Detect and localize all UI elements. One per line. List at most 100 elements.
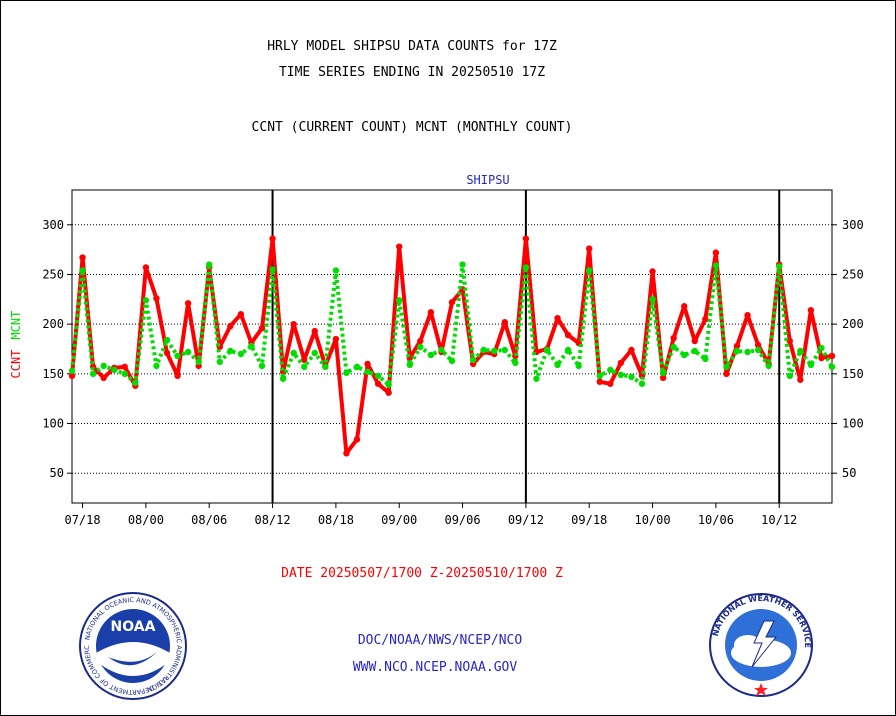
- data-point-ccnt: [596, 378, 603, 385]
- data-point-mcnt: [364, 368, 371, 376]
- data-point-ccnt: [332, 335, 340, 343]
- date-range: DATE 20250507/1700 Z-20250510/1700 Z: [281, 566, 563, 581]
- data-point-ccnt: [163, 349, 171, 357]
- data-point-mcnt: [248, 342, 255, 350]
- x-tick-label: 08/06: [191, 513, 227, 527]
- page-title-line2: TIME SERIES ENDING IN 20250510 17Z: [278, 65, 546, 80]
- data-point-ccnt: [184, 300, 192, 307]
- data-point-mcnt: [828, 363, 836, 371]
- data-point-mcnt: [765, 362, 772, 370]
- data-point-mcnt: [522, 264, 530, 271]
- data-point-mcnt: [438, 346, 445, 354]
- data-point-ccnt: [681, 303, 688, 310]
- data-point-ccnt: [142, 264, 150, 271]
- data-point-mcnt: [227, 347, 234, 355]
- data-point-mcnt: [586, 267, 593, 274]
- data-point-mcnt: [480, 346, 487, 354]
- data-point-ccnt: [818, 354, 825, 362]
- data-point-mcnt: [132, 379, 139, 386]
- y-tick-label-right: 100: [842, 417, 864, 431]
- data-point-ccnt: [659, 374, 667, 381]
- data-point-mcnt: [184, 348, 192, 356]
- data-point-ccnt: [374, 380, 382, 387]
- data-point-ccnt: [628, 346, 635, 354]
- data-point-mcnt: [733, 347, 741, 355]
- nws-logo: NATIONAL WEATHER SERVICE: [709, 593, 813, 697]
- y-tick-label-left: 150: [42, 367, 64, 381]
- data-point-mcnt: [258, 362, 266, 370]
- data-point-mcnt: [469, 356, 477, 364]
- chart-title: SHIPSU: [466, 173, 509, 187]
- data-point-ccnt: [396, 243, 403, 250]
- data-point-mcnt: [237, 350, 245, 358]
- data-point-ccnt: [617, 359, 625, 367]
- data-point-mcnt: [427, 351, 435, 359]
- data-point-mcnt: [512, 359, 519, 367]
- data-point-ccnt: [311, 327, 318, 335]
- data-point-ccnt: [417, 337, 424, 345]
- data-point-mcnt: [100, 362, 107, 370]
- data-point-ccnt: [79, 254, 86, 261]
- data-point-mcnt: [554, 361, 561, 369]
- data-point-mcnt: [659, 369, 667, 377]
- data-point-mcnt: [279, 375, 287, 382]
- data-point-mcnt: [617, 371, 625, 379]
- data-point-ccnt: [427, 309, 435, 316]
- y-tick-label-right: 200: [842, 317, 864, 331]
- data-point-ccnt: [448, 299, 456, 306]
- data-point-ccnt: [828, 352, 836, 360]
- data-point-mcnt: [744, 348, 751, 356]
- doc-noaa-link[interactable]: DOC/NOAA/NWS/NCEP/NCO: [357, 633, 523, 648]
- data-point-ccnt: [364, 360, 371, 368]
- data-point-mcnt: [89, 370, 97, 378]
- data-point-mcnt: [628, 373, 635, 381]
- data-point-mcnt: [417, 343, 424, 351]
- data-point-mcnt: [596, 372, 603, 380]
- data-point-mcnt: [723, 363, 730, 371]
- data-point-mcnt: [702, 355, 709, 363]
- data-point-mcnt: [332, 267, 340, 274]
- data-point-mcnt: [459, 261, 466, 268]
- data-point-mcnt: [448, 357, 456, 365]
- x-tick-label: 08/18: [318, 513, 354, 527]
- data-point-mcnt: [153, 362, 160, 370]
- y-tick-label-right: 50: [842, 466, 856, 480]
- data-point-ccnt: [554, 314, 561, 322]
- x-tick-label: 10/00: [634, 513, 670, 527]
- data-point-ccnt: [385, 389, 392, 396]
- data-point-ccnt: [343, 450, 350, 457]
- data-point-mcnt: [385, 381, 392, 388]
- data-point-mcnt: [290, 349, 297, 357]
- page-subtitle: CCNT (CURRENT COUNT) MCNT (MONTHLY COUNT…: [251, 120, 573, 135]
- x-tick-label: 08/00: [128, 513, 164, 527]
- data-point-mcnt: [311, 349, 318, 357]
- data-point-mcnt: [206, 261, 213, 268]
- data-point-mcnt: [142, 297, 150, 304]
- data-point-mcnt: [322, 363, 329, 371]
- data-point-mcnt: [406, 361, 413, 369]
- data-point-mcnt: [216, 358, 223, 366]
- data-point-mcnt: [396, 297, 403, 304]
- data-point-mcnt: [818, 344, 825, 352]
- data-point-ccnt: [174, 372, 181, 380]
- data-point-ccnt: [227, 322, 234, 330]
- plot-frame: [71, 189, 833, 504]
- data-point-mcnt: [670, 343, 677, 351]
- data-point-mcnt: [691, 347, 698, 355]
- y-tick-label-right: 300: [842, 218, 864, 232]
- data-point-ccnt: [153, 295, 160, 302]
- x-tick-label: 09/00: [381, 513, 417, 527]
- data-point-mcnt: [776, 263, 783, 270]
- data-point-ccnt: [68, 372, 76, 380]
- noaa-logo: NOAA NATIONAL OCEANIC AND ATMOSPHERIC AD…: [78, 591, 187, 700]
- data-point-mcnt: [575, 362, 582, 370]
- nco-website-link[interactable]: WWW.NCO.NCEP.NOAA.GOV: [352, 660, 518, 675]
- y-tick-label-left: 100: [42, 417, 64, 431]
- data-point-ccnt: [501, 318, 508, 326]
- x-tick-label: 09/18: [571, 513, 607, 527]
- y-tick-label-left: 200: [42, 317, 64, 331]
- data-point-ccnt: [807, 307, 815, 314]
- data-point-mcnt: [543, 346, 551, 354]
- data-point-mcnt: [353, 363, 361, 371]
- data-point-mcnt: [501, 346, 508, 354]
